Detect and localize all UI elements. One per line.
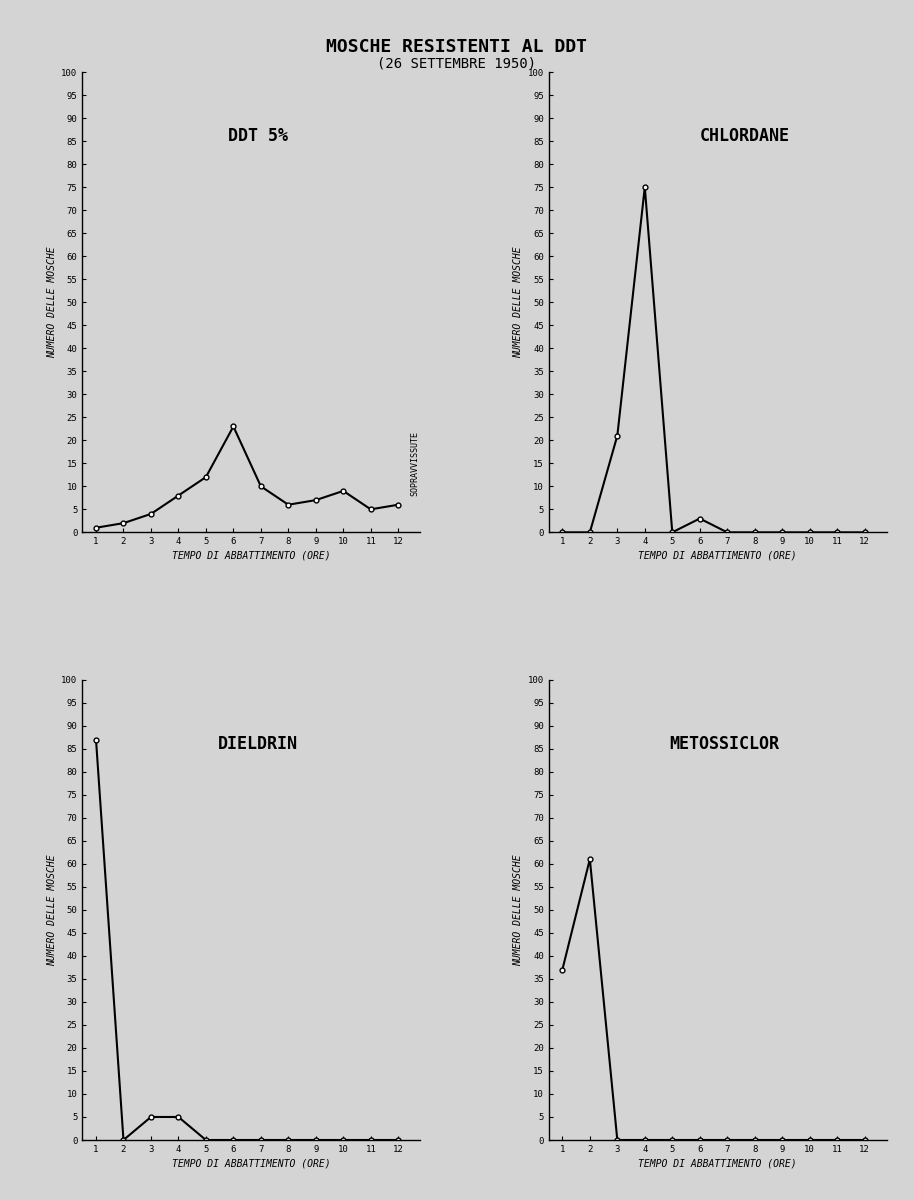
X-axis label: TEMPO DI ABBATTIMENTO (ORE): TEMPO DI ABBATTIMENTO (ORE) [638,1158,797,1168]
X-axis label: TEMPO DI ABBATTIMENTO (ORE): TEMPO DI ABBATTIMENTO (ORE) [172,551,331,560]
Y-axis label: NUMERO DELLE MOSCHE: NUMERO DELLE MOSCHE [48,246,57,358]
Text: DDT 5%: DDT 5% [228,127,288,145]
Y-axis label: NUMERO DELLE MOSCHE: NUMERO DELLE MOSCHE [48,854,57,966]
Text: MOSCHE RESISTENTI AL DDT: MOSCHE RESISTENTI AL DDT [326,38,588,56]
Text: CHLORDANE: CHLORDANE [699,127,790,145]
Y-axis label: NUMERO DELLE MOSCHE: NUMERO DELLE MOSCHE [514,246,524,358]
Text: (26 SETTEMBRE 1950): (26 SETTEMBRE 1950) [377,56,537,71]
Text: METOSSICLOR: METOSSICLOR [669,734,780,752]
Text: SOPRAVVISSUTE: SOPRAVVISSUTE [410,431,420,496]
X-axis label: TEMPO DI ABBATTIMENTO (ORE): TEMPO DI ABBATTIMENTO (ORE) [172,1158,331,1168]
Text: DIELDRIN: DIELDRIN [218,734,298,752]
Y-axis label: NUMERO DELLE MOSCHE: NUMERO DELLE MOSCHE [514,854,524,966]
X-axis label: TEMPO DI ABBATTIMENTO (ORE): TEMPO DI ABBATTIMENTO (ORE) [638,551,797,560]
